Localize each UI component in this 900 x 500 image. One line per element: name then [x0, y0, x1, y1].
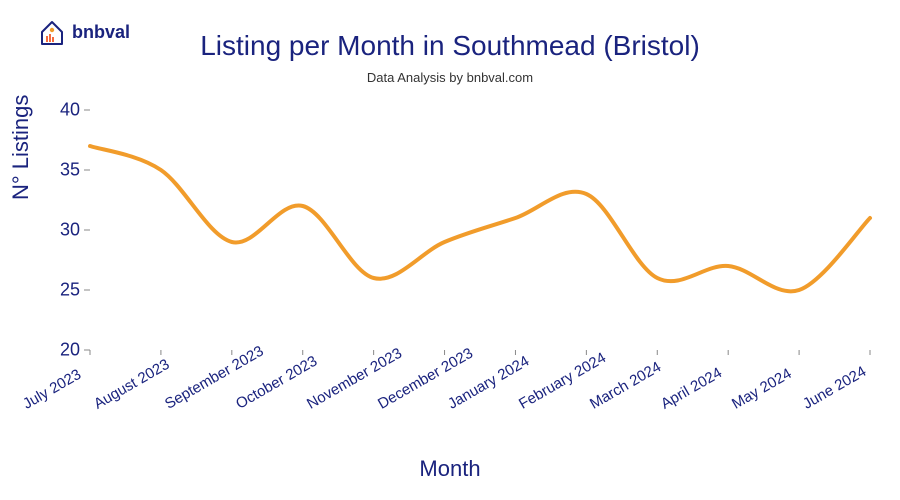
- y-tick-label: 40: [40, 100, 80, 121]
- y-tick-label: 20: [40, 340, 80, 361]
- y-tick-label: 30: [40, 220, 80, 241]
- line-series: [90, 146, 870, 291]
- y-tick-label: 35: [40, 160, 80, 181]
- chart-area: [0, 0, 900, 500]
- y-tick-label: 25: [40, 280, 80, 301]
